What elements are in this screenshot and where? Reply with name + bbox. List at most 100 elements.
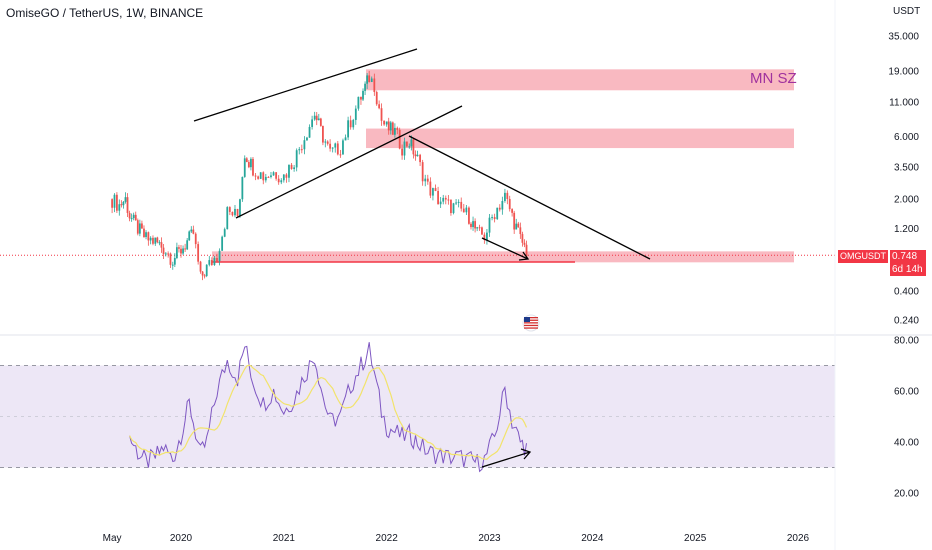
candle-body	[472, 221, 474, 228]
candle-body	[252, 158, 254, 176]
candle	[141, 220, 143, 229]
candle-body	[188, 231, 191, 241]
candle	[468, 206, 470, 225]
candle	[419, 153, 421, 166]
candle-body	[152, 237, 154, 244]
candle	[326, 140, 329, 146]
candle-body	[141, 223, 143, 229]
candle-body	[315, 115, 318, 121]
candle-body	[280, 180, 283, 183]
candle-body	[169, 253, 172, 265]
candle	[396, 126, 399, 135]
candle-body	[132, 214, 135, 219]
candle-body	[186, 240, 189, 250]
candle	[162, 244, 165, 259]
candle-body	[264, 176, 267, 181]
candle	[403, 137, 406, 160]
candle	[501, 196, 504, 215]
candle-body	[160, 242, 163, 248]
candle	[523, 239, 526, 248]
candle-body	[243, 158, 246, 177]
chart-title: OmiseGO / TetherUS, 1W, BINANCE	[6, 6, 204, 20]
candle	[213, 255, 216, 266]
candle-body	[352, 119, 355, 128]
candle-body	[491, 217, 493, 219]
candle-body	[331, 147, 334, 149]
candle	[342, 138, 344, 155]
candle	[491, 214, 493, 221]
candle	[262, 171, 265, 185]
candle	[158, 240, 161, 246]
candle-body	[259, 172, 262, 179]
time-tick-label: 2020	[170, 533, 193, 544]
candle	[488, 213, 491, 237]
candle	[478, 224, 481, 231]
candle-body	[134, 214, 137, 221]
candle-body	[523, 242, 526, 245]
candle	[474, 218, 477, 233]
candle-body	[218, 250, 221, 262]
candle	[515, 218, 518, 230]
candle	[194, 232, 197, 249]
candle-body	[478, 227, 481, 229]
rsi-line	[129, 342, 527, 473]
candle-body	[245, 158, 248, 163]
candle	[178, 244, 180, 253]
candle-body	[344, 137, 347, 141]
candle	[126, 193, 129, 217]
candle	[429, 177, 432, 199]
candle	[303, 136, 306, 155]
candle-body	[221, 236, 224, 251]
candle	[308, 124, 311, 138]
candle-body	[231, 211, 234, 216]
candle	[357, 96, 360, 111]
candle-body	[317, 118, 320, 121]
candle	[513, 210, 516, 234]
candle	[506, 190, 509, 205]
candle-body	[228, 207, 231, 212]
candle-body	[380, 108, 383, 121]
countdown-badge: 6d 14h	[890, 263, 926, 276]
candle	[300, 144, 303, 154]
candle-body	[393, 127, 396, 135]
candle-body	[138, 223, 141, 234]
candle	[285, 173, 288, 183]
candle	[228, 206, 231, 216]
candle	[186, 238, 189, 251]
candle	[173, 253, 176, 268]
candle-body	[368, 75, 371, 83]
candle	[190, 226, 193, 234]
candle-body	[424, 178, 427, 182]
candle	[254, 172, 257, 181]
candle-body	[326, 141, 329, 144]
candle	[171, 261, 174, 270]
candle	[288, 164, 290, 183]
candle	[203, 273, 206, 279]
candle	[111, 198, 114, 214]
candle-body	[501, 200, 504, 210]
candle-body	[241, 176, 244, 200]
time-tick-label: 2022	[376, 533, 399, 544]
candle	[408, 143, 411, 149]
candle-body	[267, 176, 270, 178]
candle	[132, 212, 135, 221]
candle	[218, 248, 221, 266]
candle	[483, 232, 486, 244]
candle	[277, 175, 280, 185]
price-tick-label: 6.000	[894, 132, 919, 143]
candle	[444, 195, 447, 205]
candle-body	[519, 227, 522, 235]
candle-body	[488, 217, 491, 233]
candle-body	[201, 271, 204, 276]
time-tick-label: 2025	[684, 533, 707, 544]
candle-body	[389, 122, 392, 131]
candle	[252, 157, 254, 177]
candle	[201, 271, 204, 281]
candle	[412, 138, 415, 159]
candle-body	[262, 172, 265, 181]
candle	[270, 171, 272, 179]
price-tick-label: 1.200	[894, 224, 919, 235]
candle-body	[447, 199, 450, 201]
